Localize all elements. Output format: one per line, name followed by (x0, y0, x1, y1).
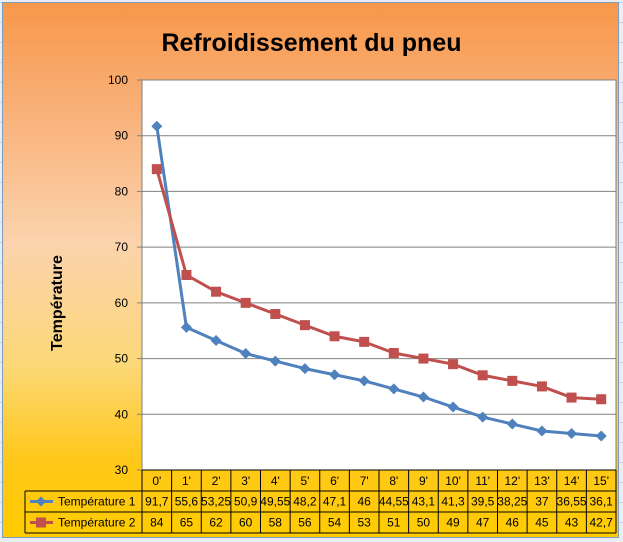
y-tick-label: 30 (115, 463, 129, 477)
data-point-marker (448, 359, 459, 370)
data-point-marker (180, 321, 192, 333)
data-table-cell: 47 (476, 516, 490, 530)
data-table-cell: 58 (269, 516, 283, 530)
plot-area (141, 79, 617, 471)
data-point-marker (596, 394, 607, 405)
data-table-cell: 43 (565, 516, 579, 530)
data-point-marker (447, 401, 459, 413)
data-table-cell: 62 (209, 516, 223, 530)
data-point-marker (595, 430, 607, 442)
data-table-cell: 41,3 (441, 495, 465, 509)
data-point-marker (329, 331, 340, 342)
legend-entry-label: Température 1 (58, 495, 136, 509)
data-table-cell: 49,55 (260, 495, 290, 509)
y-tick-label: 80 (115, 184, 129, 198)
data-point-marker (240, 348, 252, 360)
data-table-cell: 36,1 (590, 495, 614, 509)
data-point-marker (299, 320, 310, 331)
data-table-cell: 60 (239, 516, 253, 530)
x-category-label: 0' (152, 474, 161, 488)
data-table-cell: 47,1 (323, 495, 347, 509)
x-category-label: 7' (360, 474, 369, 488)
x-category-label: 9' (419, 474, 428, 488)
data-point-marker (507, 375, 518, 386)
data-table-cell: 50 (417, 516, 431, 530)
x-category-label: 6' (330, 474, 339, 488)
data-point-marker (388, 383, 400, 395)
data-point-marker (240, 297, 251, 308)
data-point-marker (388, 348, 399, 358)
legend-key-marker (36, 517, 46, 528)
data-point-marker (329, 369, 341, 381)
data-point-marker (566, 392, 577, 403)
data-table-cell: 36,55 (557, 495, 587, 509)
data-table-cell: 43,1 (412, 495, 436, 509)
data-table-cell: 91,7 (145, 495, 169, 509)
x-category-label: 2' (212, 474, 221, 488)
data-table-cell: 46 (358, 495, 372, 509)
data-point-marker (536, 425, 548, 437)
data-table-cell: 50,9 (234, 495, 258, 509)
y-tick-label: 100 (108, 73, 128, 87)
data-table-cell: 49 (446, 516, 460, 530)
data-table-cell: 55,6 (175, 495, 199, 509)
y-tick-label: 90 (115, 129, 129, 143)
data-point-marker (359, 336, 370, 347)
data-point-marker (211, 286, 222, 297)
x-category-label: 15' (593, 474, 609, 488)
data-point-marker (181, 270, 192, 280)
data-table-cell: 84 (150, 516, 164, 530)
data-point-marker (566, 428, 578, 440)
data-point-marker (477, 370, 488, 381)
data-table-cell: 54 (328, 516, 342, 530)
data-point-marker (269, 355, 281, 367)
data-table-cell: 38,25 (497, 495, 527, 509)
y-tick-label: 60 (115, 296, 129, 310)
data-table-cell: 44,55 (379, 495, 409, 509)
data-point-marker (299, 363, 311, 375)
legend-entry-label: Température 2 (58, 516, 136, 530)
data-point-marker (417, 391, 429, 403)
data-table-cell: 56 (298, 516, 312, 530)
legend-key-marker (36, 496, 46, 507)
x-category-label: 8' (389, 474, 398, 488)
data-point-marker (210, 334, 222, 346)
data-point-marker (477, 411, 489, 423)
x-category-label: 12' (504, 474, 520, 488)
x-category-label: 14' (564, 474, 580, 488)
data-point-marker (418, 353, 429, 364)
data-table-cell: 65 (180, 516, 194, 530)
data-point-marker (536, 381, 547, 392)
data-table-cell: 39,5 (471, 495, 495, 509)
x-category-label: 11' (475, 474, 490, 488)
series-line (155, 168, 602, 401)
data-table-cell: 37 (535, 495, 549, 509)
x-category-label: 5' (300, 474, 309, 488)
series-line (155, 126, 602, 438)
data-point-marker (358, 375, 370, 387)
data-table-cell: 46 (506, 516, 520, 530)
y-tick-label: 40 (115, 407, 129, 421)
data-point-marker (270, 309, 281, 319)
data-table-cell: 51 (387, 516, 401, 530)
y-tick-label: 50 (115, 352, 129, 366)
data-point-marker (151, 164, 162, 175)
data-table-cell: 45 (535, 516, 549, 530)
data-table-cell: 48,2 (293, 495, 317, 509)
data-table-cell: 42,7 (590, 516, 614, 530)
data-table-cell: 53,25 (201, 495, 231, 509)
x-category-label: 3' (241, 474, 250, 488)
x-category-label: 1' (182, 474, 191, 488)
x-category-label: 10' (445, 474, 461, 488)
chart-title: Refroidissement du pneu (161, 29, 462, 57)
x-category-label: 13' (534, 474, 550, 488)
data-point-marker (506, 418, 518, 430)
data-table-cell: 53 (358, 516, 372, 530)
data-point-marker (151, 120, 163, 132)
x-category-label: 4' (271, 474, 280, 488)
y-tick-label: 70 (115, 240, 129, 254)
